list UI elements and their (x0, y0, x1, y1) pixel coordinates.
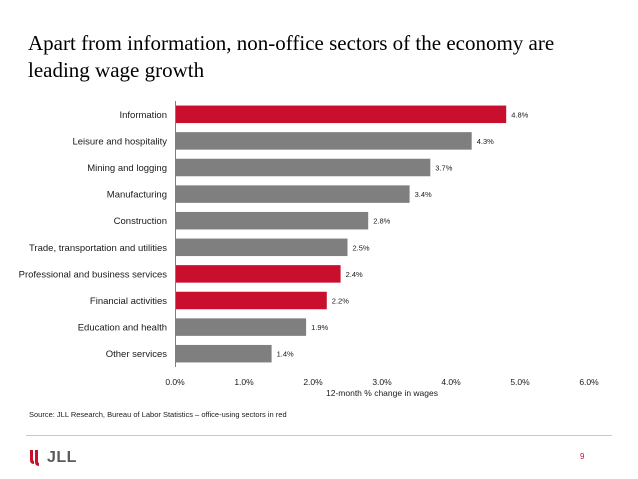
bar (176, 105, 507, 124)
data-label: 2.2% (332, 297, 349, 306)
data-label: 4.8% (511, 110, 528, 119)
bar (176, 265, 341, 283)
bar (176, 132, 472, 150)
x-tick-label: 0.0% (165, 377, 185, 387)
category-label: Construction (114, 216, 167, 227)
x-tick-label: 1.0% (234, 377, 254, 387)
bar (176, 158, 431, 177)
data-label: 2.8% (373, 217, 390, 226)
bar (176, 344, 272, 363)
category-label: Education and health (78, 323, 167, 334)
category-label: Other services (106, 349, 167, 360)
bar (176, 238, 348, 257)
bar (176, 291, 327, 310)
x-tick-label: 2.0% (303, 377, 323, 387)
source-note: Source: JLL Research, Bureau of Labor St… (29, 410, 287, 419)
jll-logo: JLL (27, 448, 77, 468)
jll-logo-icon (30, 450, 39, 466)
x-tick-label: 6.0% (579, 377, 599, 387)
bar (176, 185, 410, 203)
data-label: 1.4% (277, 350, 294, 359)
category-label: Professional and business services (19, 269, 168, 280)
x-tick-label: 3.0% (372, 377, 392, 387)
x-tick-label: 4.0% (441, 377, 461, 387)
data-label: 2.4% (346, 270, 363, 279)
data-label: 4.3% (477, 137, 494, 146)
x-tick-label: 5.0% (510, 377, 530, 387)
x-axis-title: 12-month % change in wages (326, 388, 438, 398)
data-label: 2.5% (353, 243, 370, 252)
category-label: Financial activities (90, 296, 167, 307)
footer-divider (26, 435, 612, 436)
page-number: 9 (580, 452, 585, 461)
category-label: Leisure and hospitality (72, 136, 167, 147)
category-label: Manufacturing (107, 190, 167, 201)
logo-wordmark: JLL (47, 449, 77, 466)
data-label: 1.9% (311, 323, 328, 332)
category-label: Mining and logging (87, 163, 167, 174)
data-label: 3.4% (415, 190, 432, 199)
category-label: Information (119, 110, 167, 121)
wage-growth-bar-chart: Information 4.8% Leisure and hospitality 4.… (19, 101, 599, 398)
bar (176, 318, 307, 336)
category-label: Trade, transportation and utilities (29, 243, 167, 254)
bar (176, 211, 369, 230)
data-label: 3.7% (435, 164, 452, 173)
slide-title: Apart from information, non-office secto… (28, 31, 555, 82)
